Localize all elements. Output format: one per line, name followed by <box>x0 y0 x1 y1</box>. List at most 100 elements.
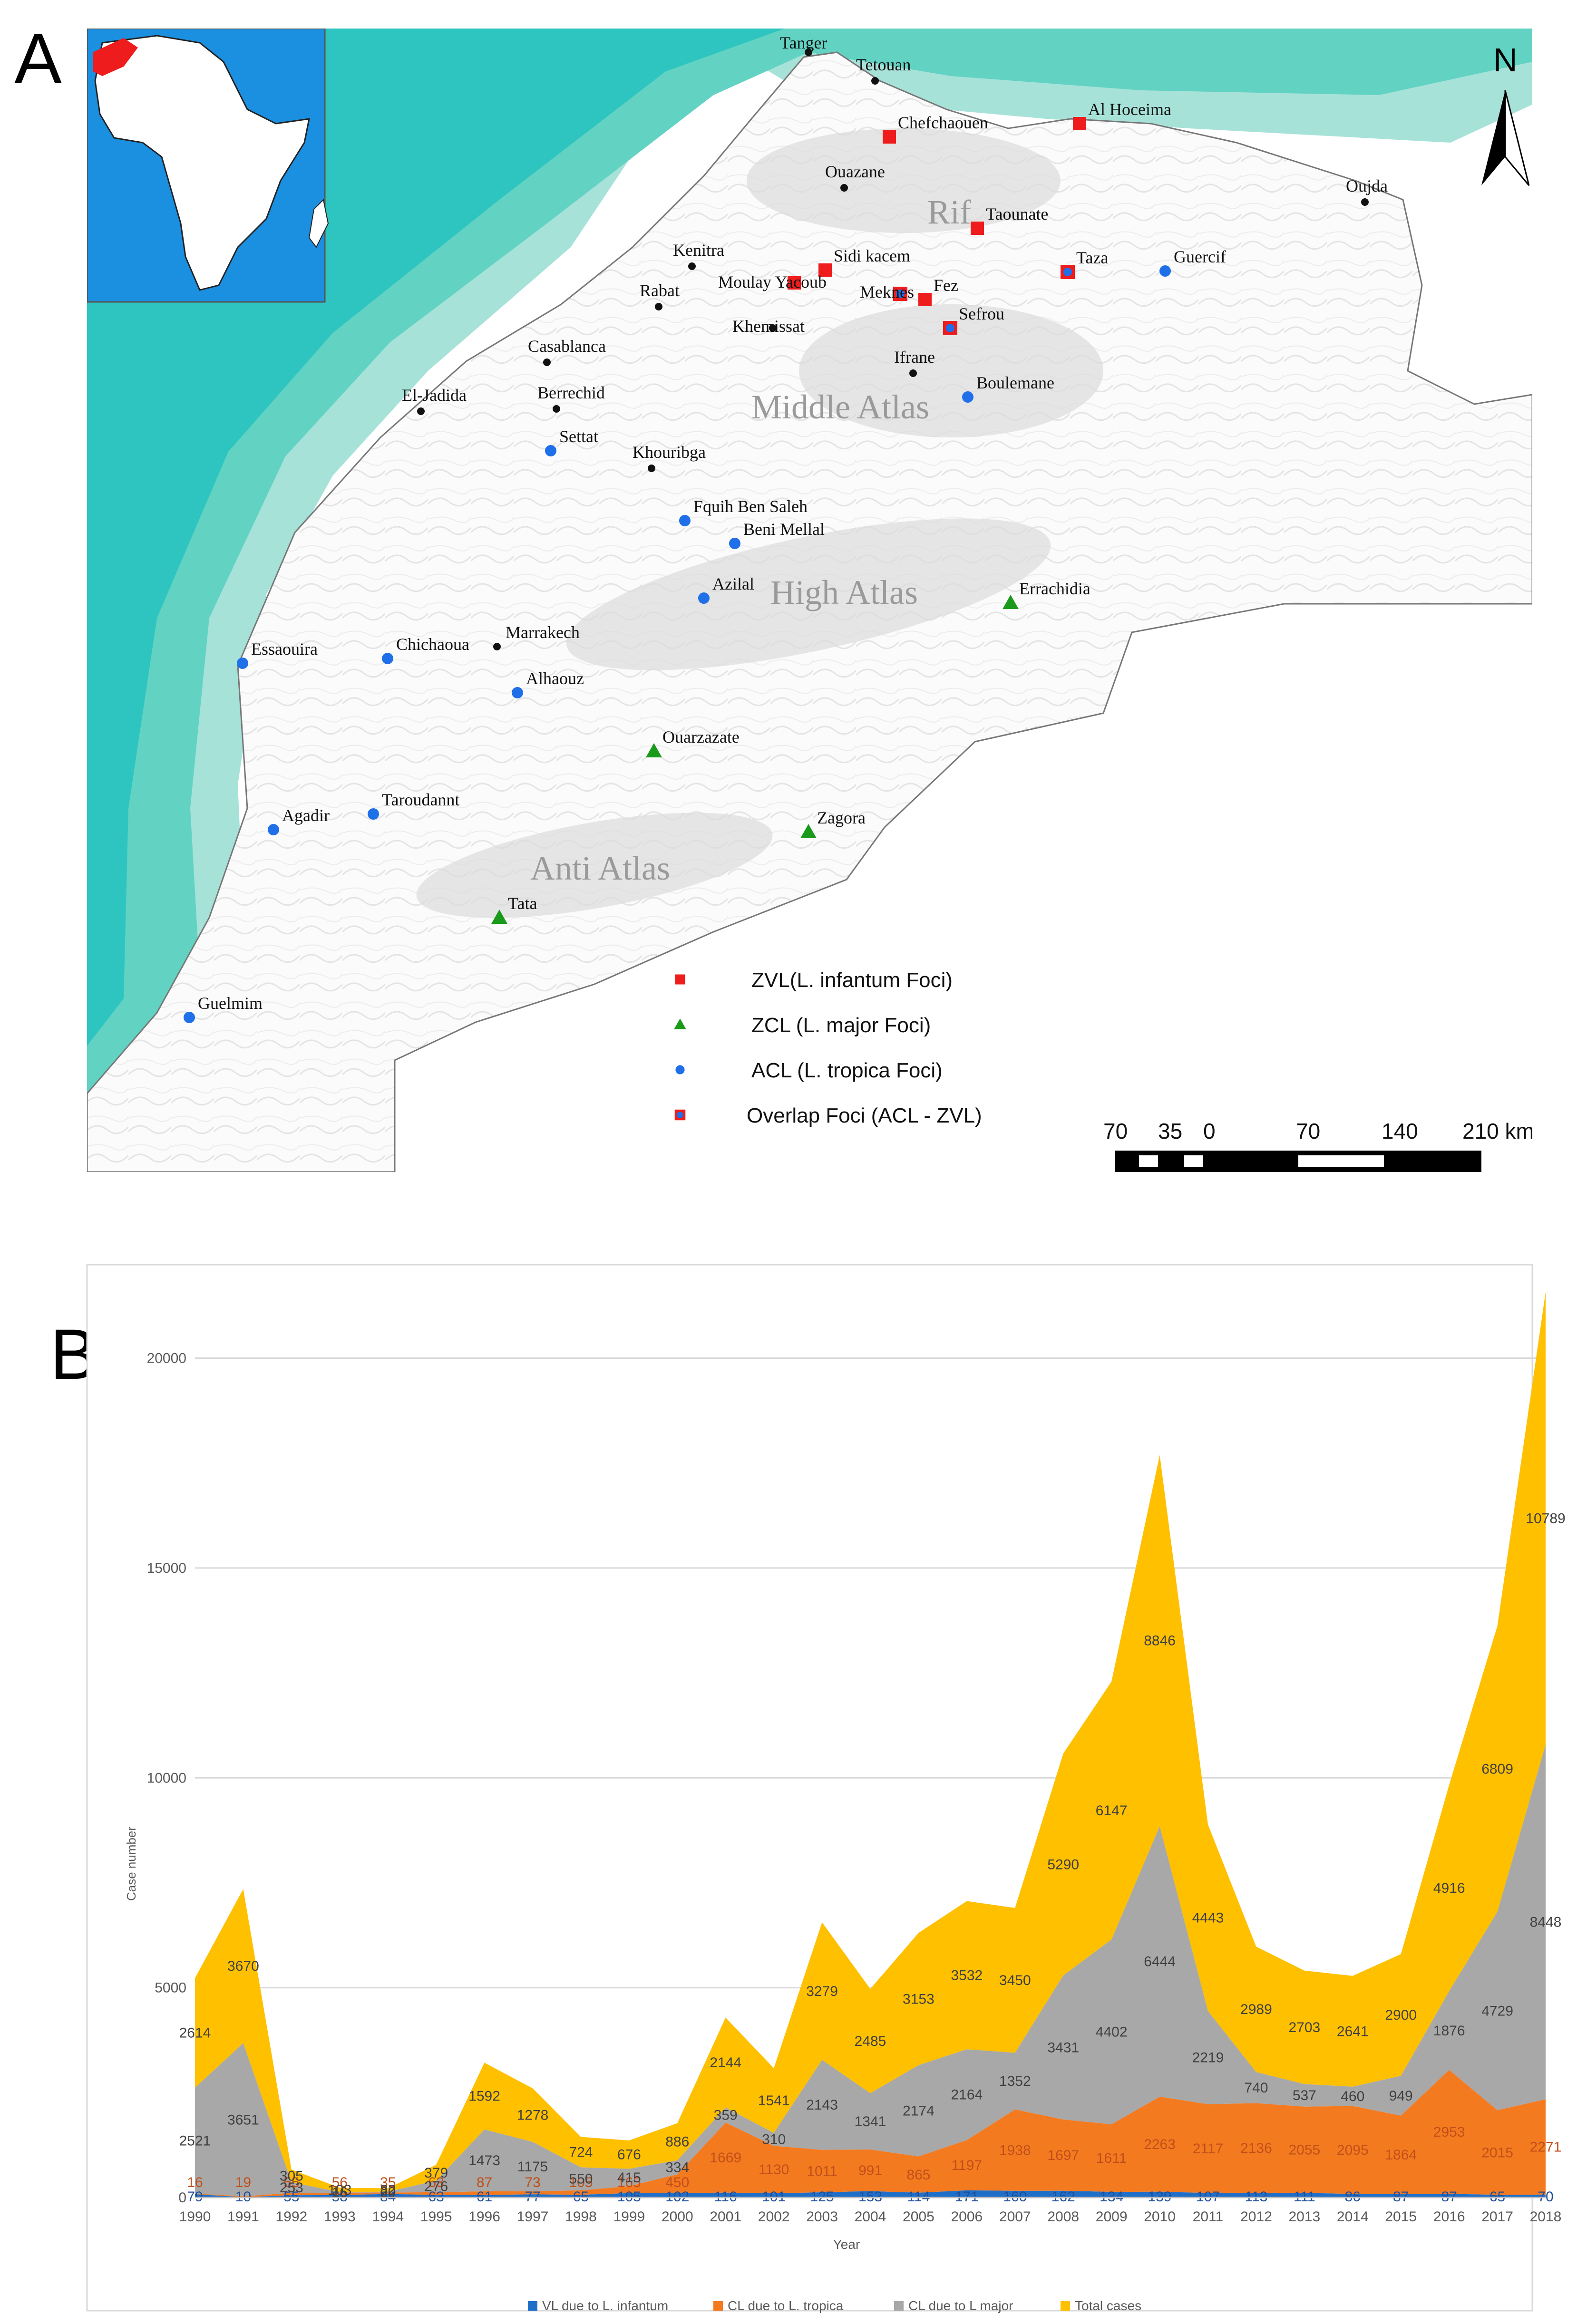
city-label: Tata <box>508 894 537 913</box>
value-label: 1175 <box>517 2159 548 2175</box>
value-label: 537 <box>1293 2088 1316 2103</box>
value-label: 2521 <box>179 2133 211 2149</box>
scale-bar: 70 35 0 70 140 210 km <box>1103 1119 1532 1172</box>
map-city: Guelmim <box>184 994 263 1023</box>
map-city: Chefchaouen <box>883 113 988 144</box>
chart-legend-item: CL due to L major <box>894 2298 1013 2313</box>
map-panel: Rif Middle Atlas High Atlas Anti Atlas T… <box>87 29 1532 1172</box>
city-dot-icon <box>909 369 917 377</box>
zcl-focus-icon <box>646 743 662 757</box>
x-tick-label: 2006 <box>951 2209 983 2225</box>
scale-label: 0 <box>1203 1119 1216 1143</box>
x-tick-label: 1995 <box>420 2209 452 2225</box>
acl-focus-icon <box>237 658 248 669</box>
map-city: Oujda <box>1346 176 1388 206</box>
map-city: Tetouan <box>856 55 911 85</box>
zcl-focus-icon <box>1003 595 1019 609</box>
value-label: 2055 <box>1288 2142 1320 2158</box>
x-tick-label: 1997 <box>517 2209 549 2225</box>
city-label: Chichaoua <box>396 635 469 654</box>
scale-label: 70 <box>1296 1119 1320 1143</box>
x-tick-label: 2010 <box>1144 2209 1176 2225</box>
city-label: Rabat <box>640 281 680 300</box>
map-city: Taza <box>1061 248 1108 279</box>
x-tick-label: 2013 <box>1288 2209 1320 2225</box>
map-legend-label: ZVL(L. infantum Foci) <box>751 968 953 992</box>
value-label: 450 <box>665 2175 689 2190</box>
x-tick-label: 2008 <box>1047 2209 1079 2225</box>
city-dot-icon <box>417 407 425 415</box>
map-city: Beni Mellal <box>729 520 825 549</box>
sea-band-mid <box>87 29 1532 1103</box>
overlap-focus-icon <box>1061 265 1075 279</box>
acl-focus-icon <box>675 1065 685 1075</box>
city-label: Khouribga <box>633 443 706 462</box>
zvl-focus-icon <box>788 276 801 290</box>
chart-legend: VL due to L. infantum CL due to L. tropic… <box>528 2298 1141 2313</box>
value-label: 1352 <box>999 2073 1031 2089</box>
area-series-1 <box>195 2070 1546 2198</box>
map-city: Ouazane <box>825 162 885 192</box>
zvl-focus-icon <box>1073 117 1086 130</box>
value-label: 3532 <box>951 1967 983 1983</box>
y-axis-title: Case number <box>124 1827 138 1901</box>
map-city: Taroudannt <box>368 790 459 820</box>
legend-swatch <box>1061 2301 1070 2311</box>
y-tick-label: 0 <box>178 2190 186 2206</box>
chart-x-axis: 1990 1991 1992 1993 1994 1995 1996 1997 1998 1999… <box>179 2197 1561 2225</box>
city-label: Beni Mellal <box>743 520 825 539</box>
city-label: Oujda <box>1346 176 1388 195</box>
map-city: Essaouira <box>237 639 318 669</box>
map-city: Rabat <box>640 281 680 310</box>
city-label: Meknes <box>860 282 914 301</box>
value-label: 55 <box>283 2175 299 2190</box>
map-city: Fez <box>918 276 958 306</box>
value-label: 2219 <box>1192 2050 1224 2066</box>
city-dot-icon <box>543 358 551 366</box>
acl-focus-icon <box>962 391 973 403</box>
overlap-focus-icon <box>943 321 957 335</box>
city-label: Tanger <box>780 33 827 52</box>
city-dot-icon <box>493 643 501 650</box>
value-label: 2143 <box>806 2097 838 2113</box>
value-label: 3651 <box>227 2112 259 2128</box>
map-city: Marrakech <box>493 623 580 650</box>
x-tick-label: 1992 <box>275 2209 307 2225</box>
north-arrow: N <box>1481 41 1530 186</box>
map-city: Sefrou <box>943 304 1004 335</box>
acl-focus-icon <box>729 538 740 549</box>
value-label: 359 <box>714 2108 738 2123</box>
city-label: El-Jadida <box>402 386 467 405</box>
map-city: Al Hoceima <box>1073 100 1171 130</box>
map-city: Tanger <box>780 33 827 56</box>
value-label: 1938 <box>999 2142 1031 2158</box>
value-label: 6147 <box>1096 1803 1128 1819</box>
city-label: Taounate <box>986 204 1048 223</box>
value-label: 740 <box>1244 2080 1268 2096</box>
value-label: 1130 <box>759 2162 789 2178</box>
x-tick-label: 1993 <box>324 2209 356 2225</box>
value-label: 73 <box>525 2175 540 2190</box>
acl-focus-icon <box>268 824 279 835</box>
map-legend-label: ZCL (L. major Foci) <box>751 1014 931 1037</box>
city-label: Essaouira <box>251 639 318 658</box>
morocco-inset-shape <box>93 38 138 76</box>
city-label: Ouazane <box>825 162 885 181</box>
map-city: Khouribga <box>633 443 706 472</box>
city-dot-icon <box>769 324 777 332</box>
value-label: 105 <box>569 2175 593 2190</box>
map-city: Moulay Yacoub <box>718 272 827 291</box>
chart-y-axis: 0 5000 10000 15000 20000 <box>147 1351 186 2206</box>
x-tick-label: 2002 <box>758 2209 790 2225</box>
africa-shape <box>94 35 310 291</box>
map-legend-label: Overlap Foci (ACL - ZVL) <box>747 1104 982 1127</box>
city-dot-icon <box>805 48 812 56</box>
x-tick-label: 2011 <box>1193 2209 1224 2225</box>
city-label: Errachidia <box>1019 579 1090 598</box>
scale-label: 35 <box>1158 1119 1182 1143</box>
map-legend-item: Overlap Foci (ACL - ZVL) <box>674 1104 982 1127</box>
value-label: 4729 <box>1481 2004 1513 2019</box>
value-label: 2953 <box>1433 2124 1465 2140</box>
value-label: 1197 <box>952 2158 983 2173</box>
city-label: Ifrane <box>894 348 935 367</box>
